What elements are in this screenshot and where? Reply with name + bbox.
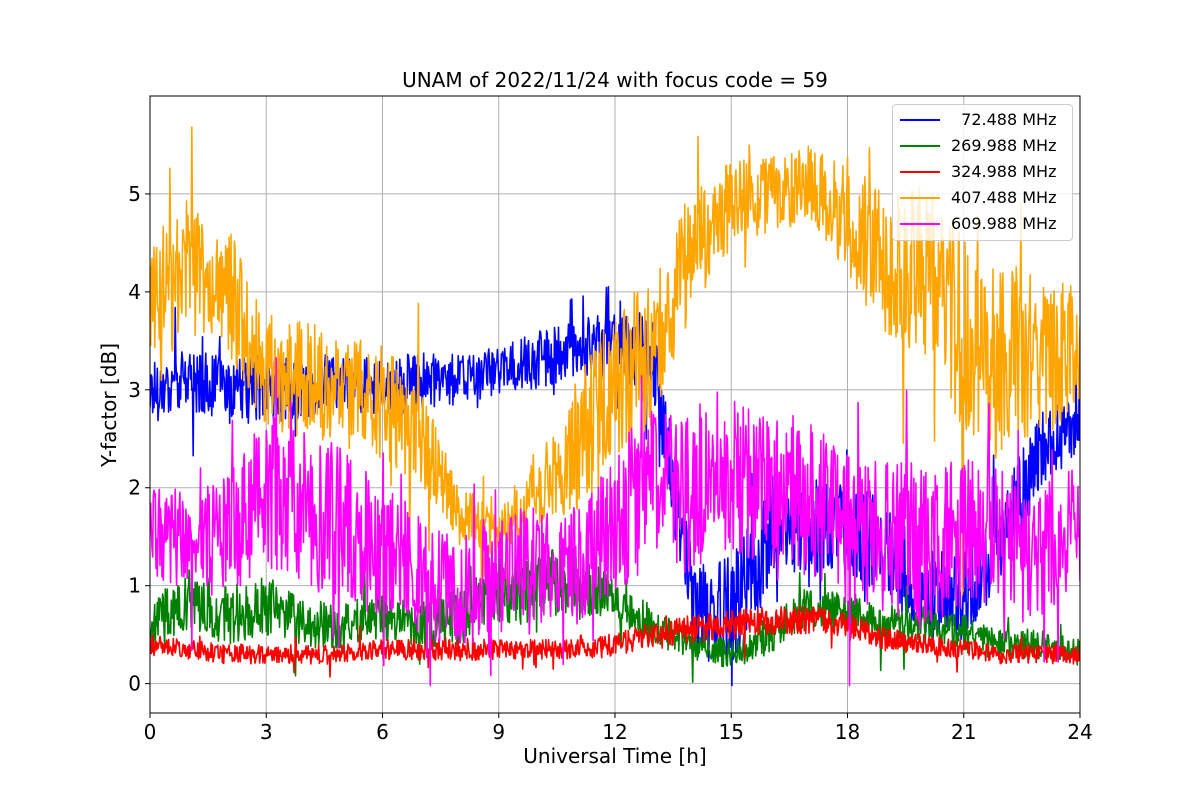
y-tick-label: 1	[128, 574, 141, 598]
legend-item: 407.488 MHz	[893, 185, 1072, 211]
legend: 72.488 MHz 269.988 MHz 324.988 MHz 407.4…	[892, 104, 1073, 241]
series-line	[150, 357, 1080, 687]
legend-swatch	[900, 171, 940, 173]
x-tick-label: 15	[719, 720, 744, 744]
x-tick-label: 21	[951, 720, 976, 744]
y-tick-label: 0	[128, 672, 141, 696]
y-tick-label: 2	[128, 476, 141, 500]
legend-item: 324.988 MHz	[893, 159, 1072, 185]
series-layer	[150, 126, 1080, 687]
x-tick-label: 0	[144, 720, 157, 744]
x-tick-label: 18	[835, 720, 860, 744]
y-tick-label: 4	[128, 280, 141, 304]
legend-item: 609.988 MHz	[893, 211, 1072, 237]
y-axis-label: Y-factor [dB]	[97, 343, 121, 468]
series-line	[150, 126, 1080, 596]
x-tick-label: 24	[1067, 720, 1092, 744]
x-tick-label: 9	[492, 720, 505, 744]
legend-swatch	[900, 197, 940, 199]
y-tick-label: 3	[128, 378, 141, 402]
x-tick-label: 3	[260, 720, 273, 744]
legend-label: 609.988 MHz	[951, 214, 1057, 233]
legend-swatch	[900, 223, 940, 225]
x-tick-label: 6	[376, 720, 389, 744]
legend-label: 72.488 MHz	[951, 110, 1057, 129]
legend-item: 269.988 MHz	[893, 133, 1072, 159]
legend-label: 324.988 MHz	[951, 162, 1057, 181]
chart-title: UNAM of 2022/11/24 with focus code = 59	[402, 68, 828, 92]
legend-label: 269.988 MHz	[951, 136, 1057, 155]
y-tick-label: 5	[128, 182, 141, 206]
x-tick-label: 12	[602, 720, 627, 744]
series-line	[150, 605, 1080, 678]
legend-label: 407.488 MHz	[951, 188, 1057, 207]
legend-swatch	[900, 145, 940, 147]
legend-item: 72.488 MHz	[893, 107, 1072, 133]
legend-swatch	[900, 119, 940, 121]
x-axis-label: Universal Time [h]	[523, 744, 706, 768]
